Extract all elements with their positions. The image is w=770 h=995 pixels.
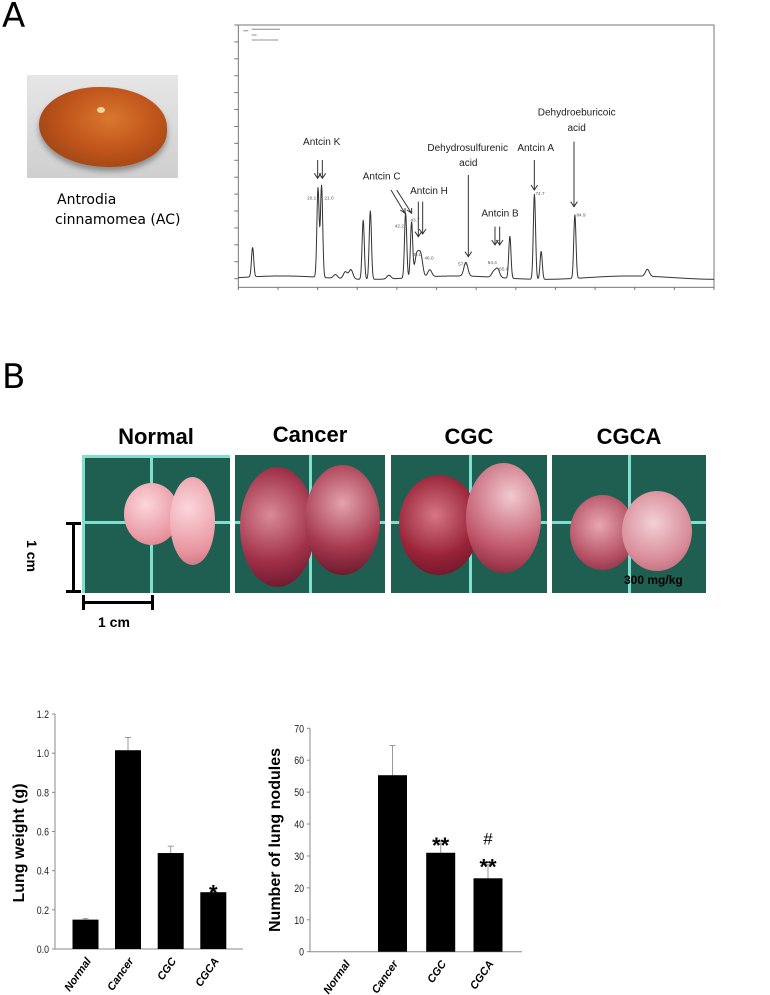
lung-weight-chart: 0.0 0.2 0.4 0.6 0.8 1.0 1.2 Lung weight (g) Norm… [11, 709, 243, 994]
significance-marker: * [209, 880, 218, 905]
label-antcin-c: Antcin C [363, 171, 401, 182]
panel-label-a: A [2, 0, 26, 36]
label-dehydrosulfurenic-acid: acid [459, 158, 477, 169]
significance-marker: ** [479, 855, 497, 880]
peak-label: 42.2 [395, 224, 404, 229]
x-tick-label: Normal [321, 958, 353, 995]
horizontal-scale-label: 1 cm [98, 614, 130, 630]
caption-line-1: Antrodia [57, 192, 117, 208]
y-axis-label: Lung weight (g) [11, 783, 28, 902]
label-antcin-k: Antcin K [303, 137, 341, 148]
group-title-cgca: CGCA [596, 424, 662, 449]
significance-marker: ** [432, 833, 450, 858]
lung-photo-normal [82, 455, 230, 593]
lung-nodules-chart: 0 10 20 30 40 50 60 70 Number of lung nodules Nor… [267, 723, 522, 995]
y-tick-label: 0 [299, 947, 304, 959]
label-antcin-a: Antcin A [517, 143, 554, 154]
y-tick-label: 0.0 [37, 944, 50, 956]
group-title-cancer: Cancer [272, 422, 348, 447]
y-axis-label: Number of lung nodules [267, 748, 284, 932]
y-tick-label: 60 [294, 755, 304, 767]
peak-label: 20.1 [307, 195, 316, 200]
x-tick-label: Normal [62, 955, 94, 994]
significance-hash: # [483, 830, 493, 849]
y-tick-label: 10 [294, 915, 304, 927]
lung-photo-cancer [235, 455, 385, 593]
x-tick-label: CGCA [468, 958, 496, 991]
lung-photo-cgca: 300 mg/kg [552, 455, 706, 593]
bar-normal [72, 919, 99, 949]
label-dehydroeburicoic-acid: acid [567, 123, 585, 134]
bar-cgc [426, 852, 456, 952]
panel-label-b: B [2, 357, 26, 397]
y-tick-label: 20 [294, 883, 304, 895]
peak-label: 57.4 [458, 261, 467, 266]
y-tick-label: 0.8 [37, 787, 50, 799]
photo-caption: Antrodia cinnamomea (AC) [55, 190, 180, 230]
label-antcin-h: Antcin H [410, 186, 448, 197]
x-tick-label: CGC [425, 958, 449, 986]
y-tick-label: 50 [294, 787, 304, 799]
dose-label: 300 mg/kg [624, 573, 683, 587]
group-title-cgc: CGC [444, 424, 494, 449]
horizontal-scale-bar [82, 601, 153, 604]
x-tick-label: Cancer [105, 955, 137, 993]
peak-label: 74.7 [535, 191, 544, 196]
label-antcin-b: Antcin B [481, 209, 519, 220]
peak-label: 45.0 [412, 252, 421, 257]
chromatogram-trace [238, 184, 714, 280]
chromatogram-ticks [234, 24, 715, 290]
label-dehydrosulfurenic: Dehydrosulfurenic [427, 143, 508, 154]
group-title-normal: Normal [118, 424, 194, 449]
x-tick-label: Cancer [370, 958, 402, 995]
peak-label: 46.0 [424, 255, 433, 260]
y-tick-label: 0.6 [37, 827, 50, 839]
lung-photo-cgc [391, 455, 547, 593]
chromatogram: Antcin K Antcin C Antcin H Dehydrosulfur… [215, 10, 725, 300]
bar-cgca [200, 892, 227, 949]
peak-label: 21.0 [324, 195, 333, 200]
y-tick-label: 70 [294, 723, 304, 735]
caption-line-2: cinnamomea (AC) [55, 212, 181, 228]
peak-label: 43.7 [410, 218, 419, 223]
y-tick-label: 40 [294, 819, 304, 831]
y-tick-label: 0.2 [37, 905, 50, 917]
annotation-arrows [313, 141, 578, 258]
peak-label: 84.9 [576, 213, 585, 218]
vertical-scale-bar [72, 522, 75, 592]
vertical-scale-label: 1 cm [24, 540, 40, 572]
y-tick-label: 30 [294, 851, 304, 863]
y-tick-label: 1.2 [37, 709, 50, 721]
bar-cancer [115, 750, 141, 949]
x-tick-label: CGCA [193, 956, 221, 989]
x-tick-label: CGC [155, 955, 179, 983]
peak-label: 64.4 [488, 260, 497, 265]
label-dehydroeburicoic: Dehydroeburicoic [538, 107, 616, 118]
chromatogram-legend [243, 28, 280, 41]
mushroom-photo [27, 75, 178, 178]
bar-cancer [378, 775, 407, 952]
y-tick-label: 1.0 [37, 748, 50, 760]
bar-cgca [473, 878, 503, 952]
bar-cgc [157, 853, 184, 949]
y-tick-label: 0.4 [37, 866, 50, 878]
peak-label: 65.4 [499, 267, 508, 272]
